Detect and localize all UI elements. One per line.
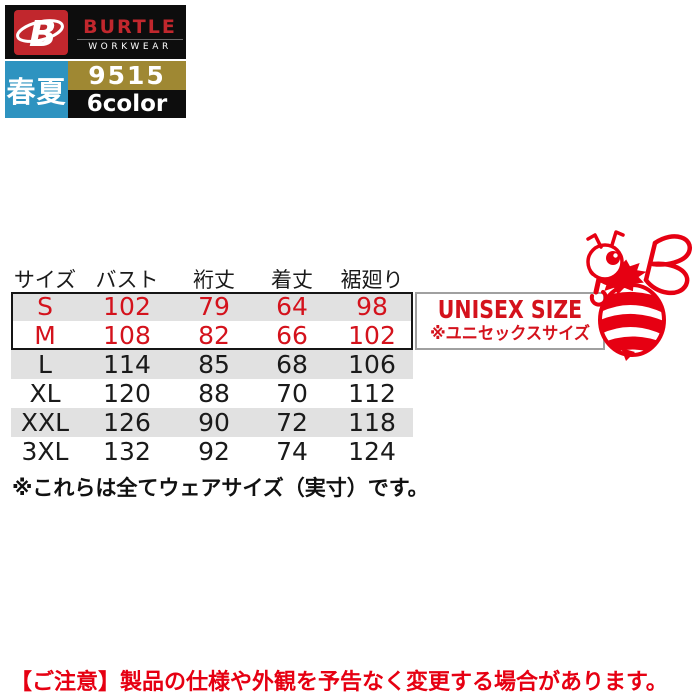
table-cell: 114 [103, 350, 151, 379]
size-label: L [38, 350, 52, 379]
table-row-xl: XL 120 88 70 112 [11, 379, 413, 408]
size-table: サイズ バスト 裄丈 着丈 裾廻り S 102 79 64 98 M 108 8… [11, 264, 413, 466]
bee-antennae [586, 230, 625, 249]
table-cell: 106 [348, 350, 396, 379]
header-sleeve: 裄丈 [193, 268, 235, 292]
table-cell: 79 [198, 292, 230, 321]
unisex-size-subtitle: ※ユニセックスサイズ [429, 324, 591, 344]
header-length: 着丈 [271, 268, 313, 292]
brand-subtitle: WORKWEAR [77, 39, 183, 53]
table-cell: 98 [356, 292, 388, 321]
header-size: サイズ [13, 268, 77, 292]
table-cell: 90 [198, 408, 230, 437]
table-row-m: M 108 82 66 102 [11, 321, 413, 350]
table-cell: 108 [103, 321, 151, 350]
table-row-xxl: XXL 126 90 72 118 [11, 408, 413, 437]
table-cell: 102 [103, 292, 151, 321]
brand-name: BURTLE [83, 16, 177, 38]
brand-logo-block: B BURTLE WORKWEAR [5, 5, 186, 59]
size-table-header-row: サイズ バスト 裄丈 着丈 裾廻り [11, 264, 413, 292]
table-cell: 92 [198, 437, 230, 466]
bee-eye [606, 251, 620, 265]
bee-wing [643, 234, 692, 296]
table-cell: 72 [276, 408, 308, 437]
table-cell: 85 [198, 350, 230, 379]
table-cell: 120 [103, 379, 151, 408]
bee-mascot-icon [586, 230, 692, 361]
bee-stinger [621, 348, 635, 361]
caution-note: 【ご注意】製品の仕様や外観を予告なく変更する場合があります。 [10, 670, 668, 695]
table-row-s: S 102 79 64 98 [11, 292, 413, 321]
table-cell: 126 [103, 408, 151, 437]
table-cell: 68 [276, 350, 308, 379]
table-cell: 66 [276, 321, 308, 350]
color-count-badge: 6color [68, 90, 186, 118]
table-row-3xl: 3XL 132 92 74 124 [11, 437, 413, 466]
table-cell: 124 [348, 437, 396, 466]
unisex-size-title: UNISEX SIZE [437, 295, 583, 324]
table-row-l: L 114 85 68 106 [11, 350, 413, 379]
burtle-b-logo-icon: B [14, 10, 68, 55]
table-cell: 82 [198, 321, 230, 350]
brand-text-group: BURTLE WORKWEAR [77, 17, 183, 53]
table-cell: 74 [276, 437, 308, 466]
wear-size-note: ※これらは全てウェアサイズ（実寸）です。 [12, 476, 429, 500]
size-label: M [34, 321, 56, 350]
table-cell: 112 [348, 379, 396, 408]
table-cell: 118 [348, 408, 396, 437]
model-number-badge: 9515 [68, 61, 186, 90]
size-label: 3XL [21, 437, 69, 466]
size-label: XL [29, 379, 61, 408]
table-cell: 102 [348, 321, 396, 350]
size-label: S [37, 292, 53, 321]
table-cell: 64 [276, 292, 308, 321]
size-label: XXL [20, 408, 70, 437]
bee-collar [597, 259, 647, 295]
table-cell: 88 [198, 379, 230, 408]
unisex-size-label: UNISEX SIZE ※ユニセックスサイズ [415, 292, 605, 350]
bee-eye-highlight [613, 253, 618, 258]
table-cell: 132 [103, 437, 151, 466]
header-bust: バスト [95, 268, 159, 292]
table-cell: 70 [276, 379, 308, 408]
season-badge: 春夏 [5, 61, 68, 118]
header-hem: 裾廻り [340, 268, 404, 292]
